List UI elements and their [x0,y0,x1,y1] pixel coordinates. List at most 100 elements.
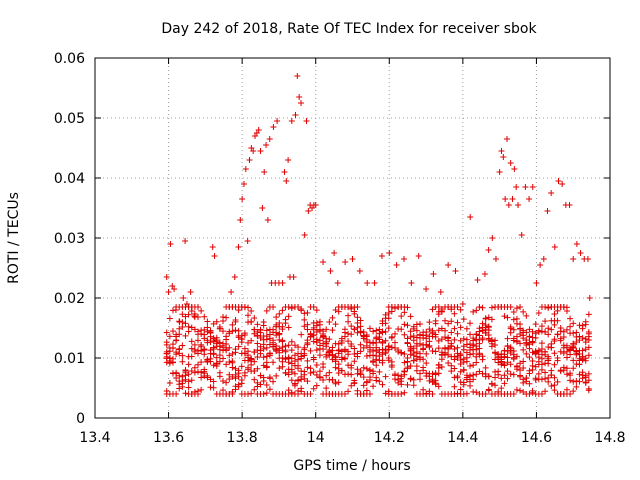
data-point [169,355,176,362]
data-point [420,364,427,371]
data-point [560,391,567,397]
data-point [570,357,577,364]
data-point [570,320,577,327]
data-point [551,337,558,344]
data-point [370,368,377,375]
data-point [426,338,433,345]
data-point [432,331,439,338]
data-point [273,343,280,350]
data-point [251,386,258,393]
data-point [585,352,592,359]
data-point [476,304,483,310]
data-point [370,383,377,390]
data-point [251,349,258,356]
data-point [254,332,261,339]
data-point [507,371,514,378]
data-point [517,367,524,374]
data-point [323,385,330,392]
data-point [445,360,452,367]
data-point [548,383,555,390]
data-point [533,280,540,286]
data-point [195,328,201,335]
data-point [560,344,567,351]
data-point [320,377,327,384]
data-point [470,308,477,315]
data-point [198,369,205,376]
data-point [210,384,217,391]
data-point [488,381,495,388]
data-point [274,118,281,124]
data-point [576,351,583,358]
data-point [401,389,408,396]
data-point [188,324,195,331]
data-point [198,327,205,334]
data-point [432,348,439,355]
data-point [473,389,480,396]
data-point [320,364,327,371]
data-point [235,244,242,250]
data-point [579,335,586,342]
data-point [285,313,292,320]
data-point [195,313,201,320]
data-point [191,369,198,376]
data-point [254,347,261,354]
data-point [213,318,220,325]
data-point [276,319,283,326]
data-point [179,373,186,380]
data-point [260,362,267,369]
data-point [244,238,251,244]
data-point [216,325,223,332]
data-point [379,328,386,335]
data-point [417,370,424,377]
data-point [235,327,242,334]
data-point [220,317,227,324]
data-point [313,336,320,343]
data-point [545,344,552,351]
data-point [426,377,433,384]
data-point [498,375,505,382]
data-point [329,314,336,321]
data-point [232,365,239,372]
axis-ticks: 13.4 13.6 13.8 14 14.2 14.4 14.6 14.8 0 0.01 0.02 0… [54,51,626,446]
data-point [163,348,170,355]
data-point [360,344,367,351]
data-point [313,382,320,389]
data-point [323,340,330,347]
data-point [316,352,323,359]
data-point [401,256,407,262]
data-point [305,208,312,214]
data-point [504,354,511,361]
data-point [316,374,323,381]
data-point [560,367,567,374]
data-point [176,372,183,379]
data-point [316,342,323,349]
data-point [501,360,508,367]
data-point [276,365,283,372]
data-point [576,322,583,329]
data-point [283,178,290,184]
data-point [532,363,539,370]
data-point [460,356,467,363]
data-point [290,274,297,280]
data-point [445,320,452,327]
data-point [560,350,567,357]
data-point [245,348,252,355]
data-point [332,354,339,361]
data-point [385,310,392,317]
data-point [393,262,400,268]
data-point [373,327,380,334]
data-point [563,365,570,372]
data-point [510,308,517,315]
data-point [523,375,530,382]
data-point [295,350,302,357]
data-point [301,232,308,238]
data-point [209,244,216,250]
data-point [376,368,383,375]
data-point [573,361,580,368]
data-point [448,362,455,369]
data-point [250,148,257,154]
data-point [179,358,186,365]
data-point [567,323,574,330]
data-point [529,387,536,394]
